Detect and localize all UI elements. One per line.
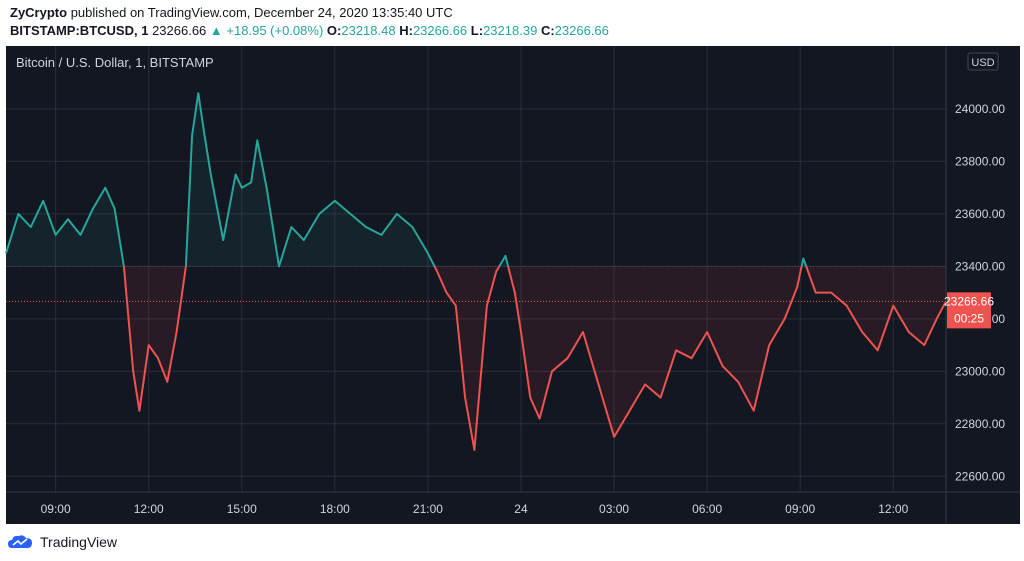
y-tick-label: 24000.00	[955, 102, 1005, 116]
author[interactable]: ZyCrypto	[10, 5, 68, 20]
line-segment-down	[122, 266, 187, 412]
y-tick-label: 22800.00	[955, 417, 1005, 431]
close-label: C:	[540, 23, 555, 38]
high-value: 23266.66	[412, 23, 468, 38]
x-tick-label: 09:00	[785, 502, 815, 516]
line-segment-up	[800, 257, 808, 267]
last-price-marker: 23266.66 00:25	[6, 292, 994, 329]
area-fill-below-baseline	[806, 266, 946, 351]
x-tick-label: 24	[514, 502, 528, 516]
publication-line: ZyCrypto published on TradingView.com, D…	[10, 5, 453, 20]
x-tick-label: 09:00	[41, 502, 71, 516]
last-price: 23266.66	[152, 23, 207, 38]
price-change: +18.95 (+0.08%)	[226, 23, 324, 38]
line-segment-down	[805, 266, 947, 352]
open-value: 23218.48	[341, 23, 396, 38]
open-label: O:	[326, 23, 342, 38]
line-segment-down	[507, 266, 803, 438]
up-arrow-icon: ▲	[209, 23, 223, 38]
currency-badge-label: USD	[971, 57, 994, 69]
high-label: H:	[399, 23, 413, 38]
last-price-badge	[947, 292, 991, 329]
y-tick-label: 23400.00	[955, 259, 1005, 273]
area-fills	[6, 93, 946, 450]
last-price-label: 23266.66	[944, 294, 994, 308]
price-chart[interactable]: 22600.0022800.0023000.0023200.0023400.00…	[0, 46, 1024, 524]
x-tick-label: 18:00	[320, 502, 350, 516]
currency-badge-box	[967, 52, 999, 71]
area-fill-below-baseline	[508, 266, 802, 437]
x-tick-label: 06:00	[692, 502, 722, 516]
tradingview-cloud-icon	[8, 535, 32, 548]
y-tick-label: 23000.00	[955, 364, 1005, 378]
x-tick-label: 03:00	[599, 502, 629, 516]
ohlc-line: BITSTAMP:BTCUSD, 1 23266.66 ▲ +18.95 (+0…	[10, 23, 609, 38]
chart-header: ZyCrypto published on TradingView.com, D…	[0, 0, 1024, 46]
price-lines	[5, 92, 947, 451]
y-tick-label: 23800.00	[955, 154, 1005, 168]
close-value: 23266.66	[554, 23, 609, 38]
x-tick-label: 12:00	[134, 502, 164, 516]
symbol[interactable]: BITSTAMP:BTCUSD, 1	[10, 23, 149, 38]
line-segment-up	[184, 92, 436, 268]
time-axis[interactable]: 09:00 12:00 15:00 18:00 21:00 24 03:00 06:00 09:…	[41, 502, 909, 516]
x-tick-label: 21:00	[413, 502, 443, 516]
tradingview-logo[interactable]: TradingView	[8, 532, 117, 552]
price-axis[interactable]: 22600.0022800.0023000.0023200.0023400.00…	[955, 102, 1005, 483]
line-segment-down	[433, 265, 501, 451]
line-segment-up	[498, 254, 510, 267]
low-label: L:	[470, 23, 484, 38]
chart-title: Bitcoin / U.S. Dollar, 1, BITSTAMP	[16, 55, 214, 70]
bar-countdown-label: 00:25	[954, 311, 984, 325]
area-fill-below-baseline	[434, 266, 500, 450]
x-tick-label: 12:00	[878, 502, 908, 516]
published-text: published on TradingView.com, December 2…	[70, 5, 453, 20]
currency-badge[interactable]: USD	[967, 52, 999, 71]
y-tick-label: 22600.00	[955, 469, 1005, 483]
line-segment-up	[5, 186, 125, 267]
y-tick-label: 23600.00	[955, 207, 1005, 221]
x-tick-label: 15:00	[227, 502, 257, 516]
tradingview-wordmark: TradingView	[40, 534, 118, 550]
low-value: 23218.39	[483, 23, 538, 38]
area-fill-above-baseline	[185, 93, 435, 267]
area-fill-below-baseline	[123, 266, 186, 411]
